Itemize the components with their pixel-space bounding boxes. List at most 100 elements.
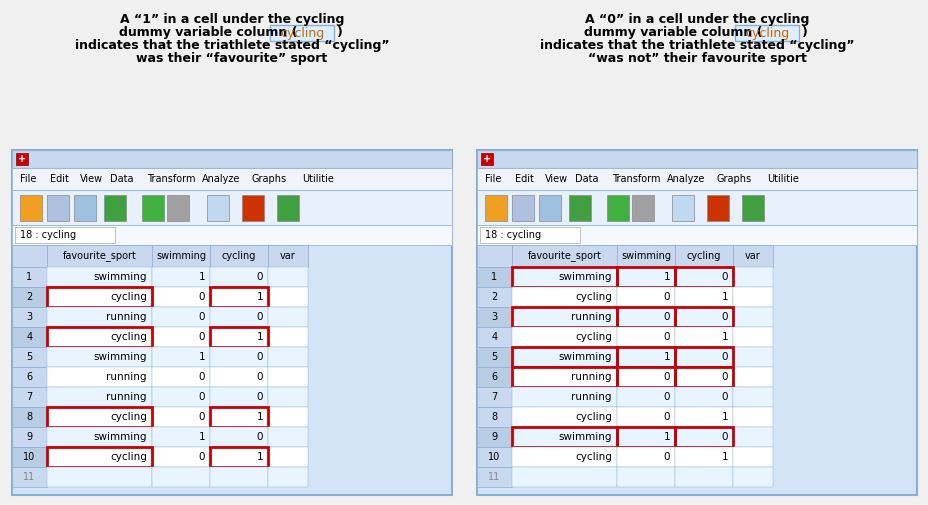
Text: File: File xyxy=(20,174,36,184)
Bar xyxy=(616,245,675,267)
Bar xyxy=(267,367,308,387)
Bar xyxy=(267,267,308,287)
Text: ): ) xyxy=(801,26,807,39)
Text: +: + xyxy=(18,154,26,164)
Bar xyxy=(476,190,916,225)
Bar xyxy=(267,427,308,447)
Bar xyxy=(152,287,210,307)
Bar xyxy=(511,427,616,447)
Bar xyxy=(47,347,152,367)
Bar xyxy=(616,447,675,467)
Text: swimming: swimming xyxy=(156,251,206,261)
Bar xyxy=(631,195,653,221)
Bar xyxy=(732,287,772,307)
Text: 1: 1 xyxy=(721,332,728,342)
Bar xyxy=(476,427,511,447)
Text: cycling: cycling xyxy=(574,292,612,302)
Bar xyxy=(616,407,675,427)
Bar xyxy=(267,387,308,407)
Text: Graphs: Graphs xyxy=(716,174,752,184)
Bar xyxy=(12,347,47,367)
Text: 2: 2 xyxy=(491,292,497,302)
Bar xyxy=(152,427,210,447)
Bar xyxy=(616,367,675,387)
Text: Analyze: Analyze xyxy=(666,174,704,184)
Bar xyxy=(481,153,493,165)
Bar xyxy=(476,467,511,487)
Text: cycling: cycling xyxy=(744,26,788,39)
Bar xyxy=(47,327,152,347)
Text: 7: 7 xyxy=(491,392,497,402)
Bar xyxy=(568,195,590,221)
Bar xyxy=(675,267,732,287)
Text: 3: 3 xyxy=(26,312,32,322)
Text: 0: 0 xyxy=(256,392,263,402)
Text: Data: Data xyxy=(574,174,598,184)
Bar xyxy=(675,467,732,487)
Text: 1: 1 xyxy=(721,452,728,462)
Text: 0: 0 xyxy=(721,392,728,402)
Bar xyxy=(210,447,267,467)
Text: 0: 0 xyxy=(256,312,263,322)
Bar xyxy=(732,427,772,447)
Text: cycling: cycling xyxy=(574,452,612,462)
Bar xyxy=(511,447,616,467)
Text: var: var xyxy=(744,251,760,261)
Bar xyxy=(476,367,511,387)
FancyBboxPatch shape xyxy=(270,25,334,41)
Bar xyxy=(476,447,511,467)
Bar xyxy=(732,467,772,487)
Text: 1: 1 xyxy=(199,272,205,282)
Text: 0: 0 xyxy=(663,372,669,382)
Bar xyxy=(616,327,675,347)
Bar xyxy=(511,347,616,367)
Bar xyxy=(12,307,47,327)
Text: 5: 5 xyxy=(491,352,497,362)
Bar xyxy=(152,407,210,427)
Text: Graphs: Graphs xyxy=(251,174,287,184)
Bar xyxy=(12,267,47,287)
Text: 0: 0 xyxy=(721,312,728,322)
Bar xyxy=(152,447,210,467)
Bar xyxy=(152,327,210,347)
Text: 1: 1 xyxy=(663,432,669,442)
Bar xyxy=(675,267,732,287)
Text: Edit: Edit xyxy=(50,174,69,184)
Bar xyxy=(210,407,267,427)
Text: var: var xyxy=(280,251,295,261)
Bar xyxy=(511,307,616,327)
Bar xyxy=(47,367,152,387)
Bar xyxy=(152,245,210,267)
Text: 0: 0 xyxy=(721,272,728,282)
Text: 0: 0 xyxy=(256,352,263,362)
Text: swimming: swimming xyxy=(94,352,147,362)
Text: 3: 3 xyxy=(491,312,497,322)
Text: cycling: cycling xyxy=(279,26,324,39)
Text: 1: 1 xyxy=(256,452,263,462)
Bar xyxy=(675,245,732,267)
Text: 11: 11 xyxy=(488,472,500,482)
Text: ): ) xyxy=(337,26,342,39)
Bar xyxy=(616,267,675,287)
Bar xyxy=(511,367,616,387)
Bar xyxy=(210,287,267,307)
Bar xyxy=(47,287,152,307)
Text: A “0” in a cell under the cycling: A “0” in a cell under the cycling xyxy=(585,13,808,26)
Bar xyxy=(616,347,675,367)
Bar xyxy=(210,407,267,427)
Text: View: View xyxy=(545,174,568,184)
Bar xyxy=(675,347,732,367)
Bar xyxy=(104,195,126,221)
Text: running: running xyxy=(571,372,612,382)
Text: 0: 0 xyxy=(199,412,205,422)
Bar xyxy=(616,427,675,447)
Bar xyxy=(267,407,308,427)
Text: 1: 1 xyxy=(256,412,263,422)
Text: running: running xyxy=(107,312,147,322)
Text: 9: 9 xyxy=(491,432,497,442)
Text: 0: 0 xyxy=(663,292,669,302)
Text: favourite_sport: favourite_sport xyxy=(527,250,600,262)
Text: “was not” their favourite sport: “was not” their favourite sport xyxy=(586,52,806,65)
Bar xyxy=(152,267,210,287)
Bar xyxy=(616,467,675,487)
